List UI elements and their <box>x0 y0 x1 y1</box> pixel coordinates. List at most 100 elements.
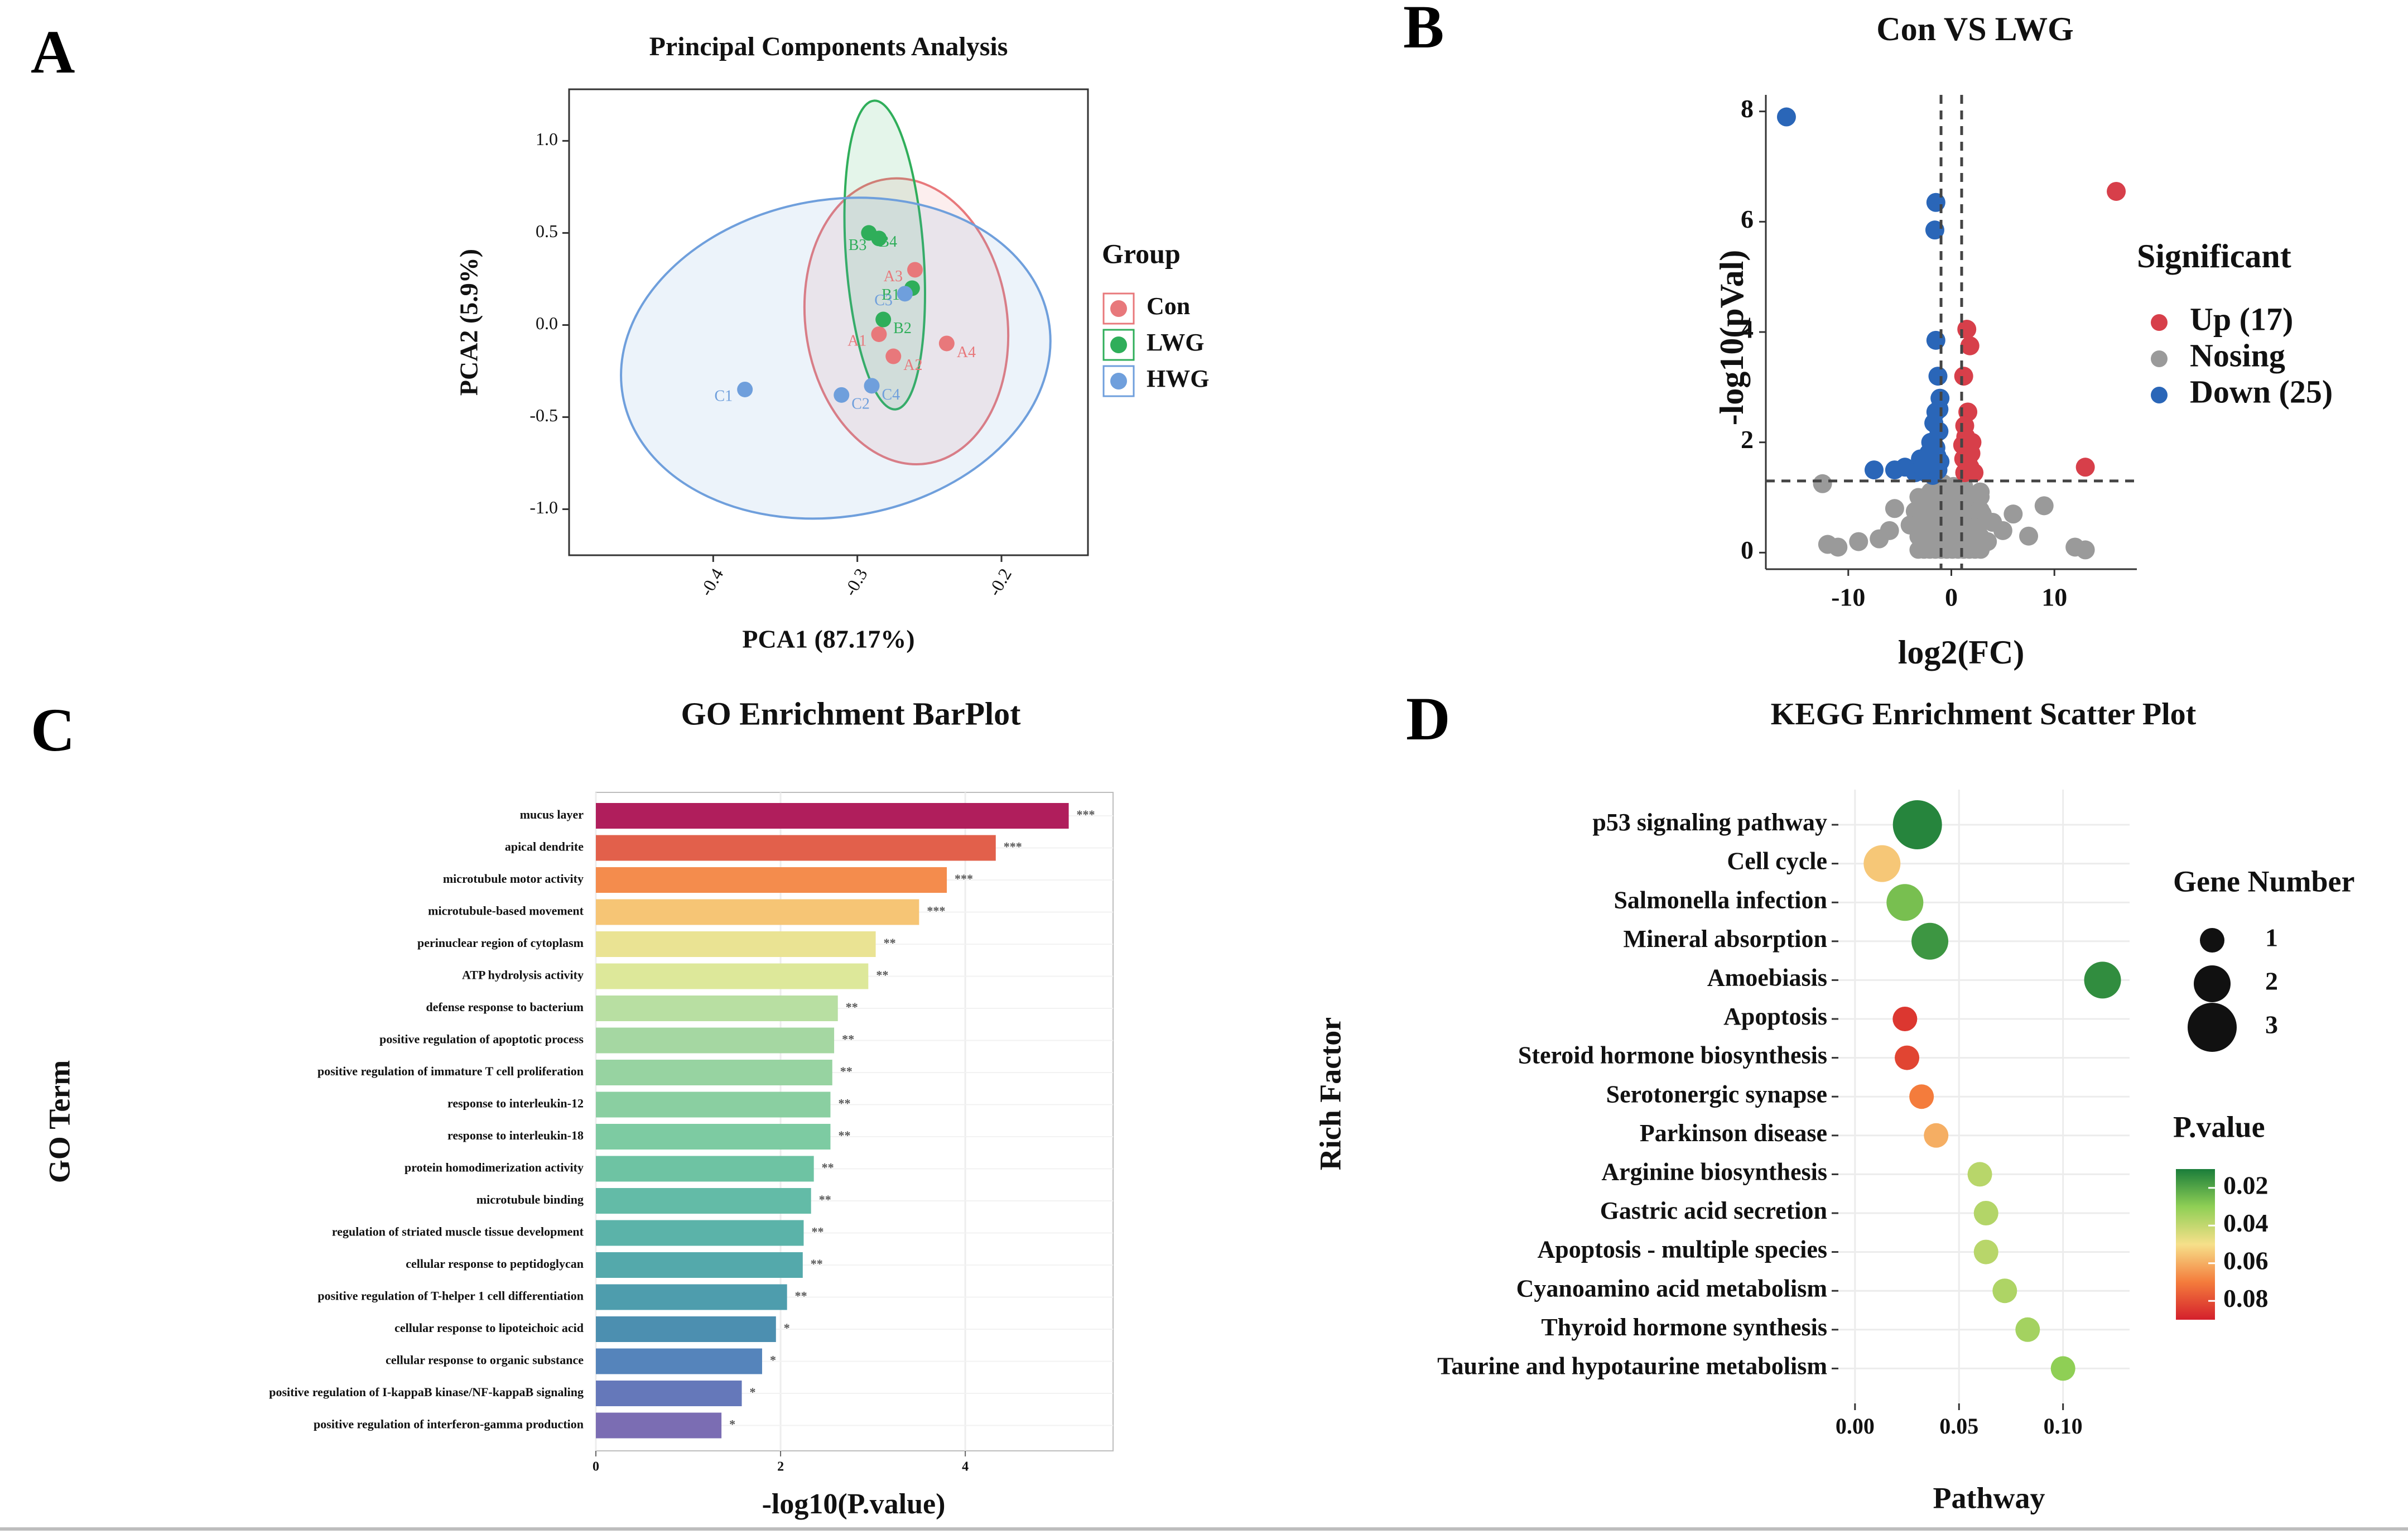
x-tick-label: 0.10 <box>2044 1413 2083 1439</box>
go-bar-significance: * <box>770 1353 776 1367</box>
pca-point-a3 <box>907 262 923 278</box>
volcano-point-up <box>1961 444 1981 463</box>
size-legend-label-2: 2 <box>2265 967 2278 996</box>
kegg-point-mineral-absorption <box>1911 922 1949 960</box>
y-axis-label: GO Term <box>42 1060 76 1184</box>
panel-c: C GO Enrichment BarPlot***mucus layer***a… <box>31 695 1114 1520</box>
volcano-point-up <box>2075 458 2095 477</box>
pca-point-b4 <box>861 225 877 241</box>
pathway-label: Apoptosis <box>1723 1003 1827 1030</box>
kegg-point-serotonergic-synapse <box>1909 1084 1934 1109</box>
go-term-label: ATP hydrolysis activity <box>462 968 584 982</box>
pca-point-a2 <box>885 348 902 364</box>
kegg-point-taurine-and-hypotaurine-metabolism <box>2050 1356 2075 1381</box>
go-term-label: positive regulation of interferon-gamma … <box>314 1417 584 1431</box>
go-bar-significance: ** <box>838 1097 850 1110</box>
go-bar-positive-regulation-of-apoptotic-process <box>596 1027 835 1054</box>
volcano-point-up <box>1957 320 1977 339</box>
y-tick-label: 0 <box>1741 536 1754 564</box>
legend-label-up-17: Up (17) <box>2190 301 2293 337</box>
go-bar-significance: ** <box>795 1289 807 1303</box>
pathway-label: Cell cycle <box>1727 848 1827 875</box>
go-term-label: positive regulation of T-helper 1 cell d… <box>317 1289 584 1303</box>
volcano-point-down <box>1929 400 1949 419</box>
go-bar-significance: ** <box>876 968 888 982</box>
size-legend-dot-2 <box>2194 965 2231 1002</box>
x-tick-label: 0 <box>1945 583 1958 612</box>
go-bar-response-to-interleukin-12 <box>596 1091 831 1118</box>
go-bar-positive-regulation-of-t-helper-1-cell-differentiation <box>596 1284 787 1310</box>
go-term-label: cellular response to organic substance <box>386 1353 584 1367</box>
pca-point-c3 <box>897 286 913 302</box>
panel-a: A Principal Components Analysis A1 A2 A3 A4 B1… <box>31 18 1209 653</box>
y-axis-label: -log10(pVal) <box>1713 250 1750 425</box>
go-term-label: cellular response to lipoteichoic acid <box>394 1321 584 1335</box>
x-axis-label: log2(FC) <box>1898 634 2025 671</box>
chart-title: Principal Components Analysis <box>649 32 1008 61</box>
x-axis-label: Pathway <box>1933 1481 2045 1514</box>
go-bar-positive-regulation-of-interferon-gamma-production <box>596 1412 722 1439</box>
go-bar-microtubule-binding <box>596 1188 811 1214</box>
confidence-ellipse-con <box>803 177 1010 466</box>
go-bar-cellular-response-to-organic-substance <box>596 1348 762 1374</box>
size-legend-label-3: 3 <box>2265 1011 2278 1039</box>
color-legend-label: 0.08 <box>2223 1284 2269 1312</box>
go-bar-protein-homodimerization-activity <box>596 1156 814 1182</box>
pca-point-label-b1: B1 <box>882 286 900 304</box>
volcano-point-ns <box>1813 474 1832 493</box>
pathway-label: Mineral absorption <box>1624 925 1827 953</box>
chart-title: GO Enrichment BarPlot <box>681 695 1022 732</box>
go-term-label: perinuclear region of cytoplasm <box>417 936 584 950</box>
y-tick-label: 6 <box>1741 205 1754 233</box>
x-axis-label: PCA1 (87.17%) <box>742 625 914 653</box>
volcano-point-ns <box>2019 526 2039 546</box>
kegg-point-arginine-biosynthesis <box>1967 1162 1992 1187</box>
volcano-point-ns <box>1828 537 1848 557</box>
go-bar-microtubule-based-movement <box>596 899 919 925</box>
go-term-label: protein homodimerization activity <box>404 1161 584 1175</box>
color-legend-label: 0.04 <box>2223 1209 2269 1237</box>
pca-point-label-b4: B4 <box>879 233 897 251</box>
volcano-point-down <box>1885 460 1904 480</box>
kegg-point-amoebiasis <box>2084 961 2121 999</box>
go-bar-cellular-response-to-peptidoglycan <box>596 1252 803 1278</box>
y-axis-label: Rich Factor <box>1313 1017 1347 1170</box>
pca-point-label-b3: B3 <box>849 237 867 254</box>
pca-point-label-c3: C3 <box>874 292 893 309</box>
pathway-label: Parkinson disease <box>1640 1119 1827 1147</box>
go-bar-significance: ** <box>822 1161 834 1175</box>
pca-point-a4 <box>938 335 955 352</box>
size-legend-title: Gene Number <box>2173 864 2354 898</box>
y-tick-label: -1.0 <box>529 497 558 517</box>
confidence-ellipse-hwg <box>620 196 1052 520</box>
go-term-label: response to interleukin-12 <box>447 1097 584 1110</box>
legend: Group Con LWG HWG <box>1102 238 1209 397</box>
pathway-label: Arginine biosynthesis <box>1601 1158 1827 1185</box>
go-bar-regulation-of-striated-muscle-tissue-development <box>596 1220 804 1246</box>
y-tick-label: 2 <box>1741 425 1754 454</box>
kegg-point-apoptosis-multiple-species <box>1973 1239 1998 1264</box>
volcano-point-down <box>1928 367 1948 386</box>
volcano-point-down <box>1925 455 1944 474</box>
go-term-label: positive regulation of I-kappaB kinase/N… <box>269 1385 584 1399</box>
go-bar-significance: *** <box>1004 840 1022 854</box>
chart-title: Con VS LWG <box>1876 11 2074 47</box>
volcano-point-ns <box>2034 496 2054 516</box>
go-bar-significance: ** <box>838 1128 850 1142</box>
go-bar-significance: * <box>784 1321 790 1335</box>
panel-letter-d: D <box>1406 685 1450 753</box>
legend-title: Significant <box>2137 238 2291 275</box>
pca-point-label-c2: C2 <box>851 395 870 412</box>
legend-label-hwg: HWG <box>1147 365 1209 392</box>
volcano-point-ns <box>1885 499 1904 518</box>
go-bar-significance: * <box>729 1417 735 1431</box>
go-term-label: microtubule-based movement <box>428 904 584 918</box>
go-bar-significance: ** <box>884 936 896 950</box>
pca-point-label-c4: C4 <box>882 386 900 403</box>
volcano-point-down <box>1926 193 1945 212</box>
legend-swatch-up-17 <box>2151 314 2168 331</box>
go-bar-significance: ** <box>840 1064 853 1078</box>
volcano-point-down <box>1864 460 1884 480</box>
legend-swatch-nosing <box>2151 350 2168 367</box>
